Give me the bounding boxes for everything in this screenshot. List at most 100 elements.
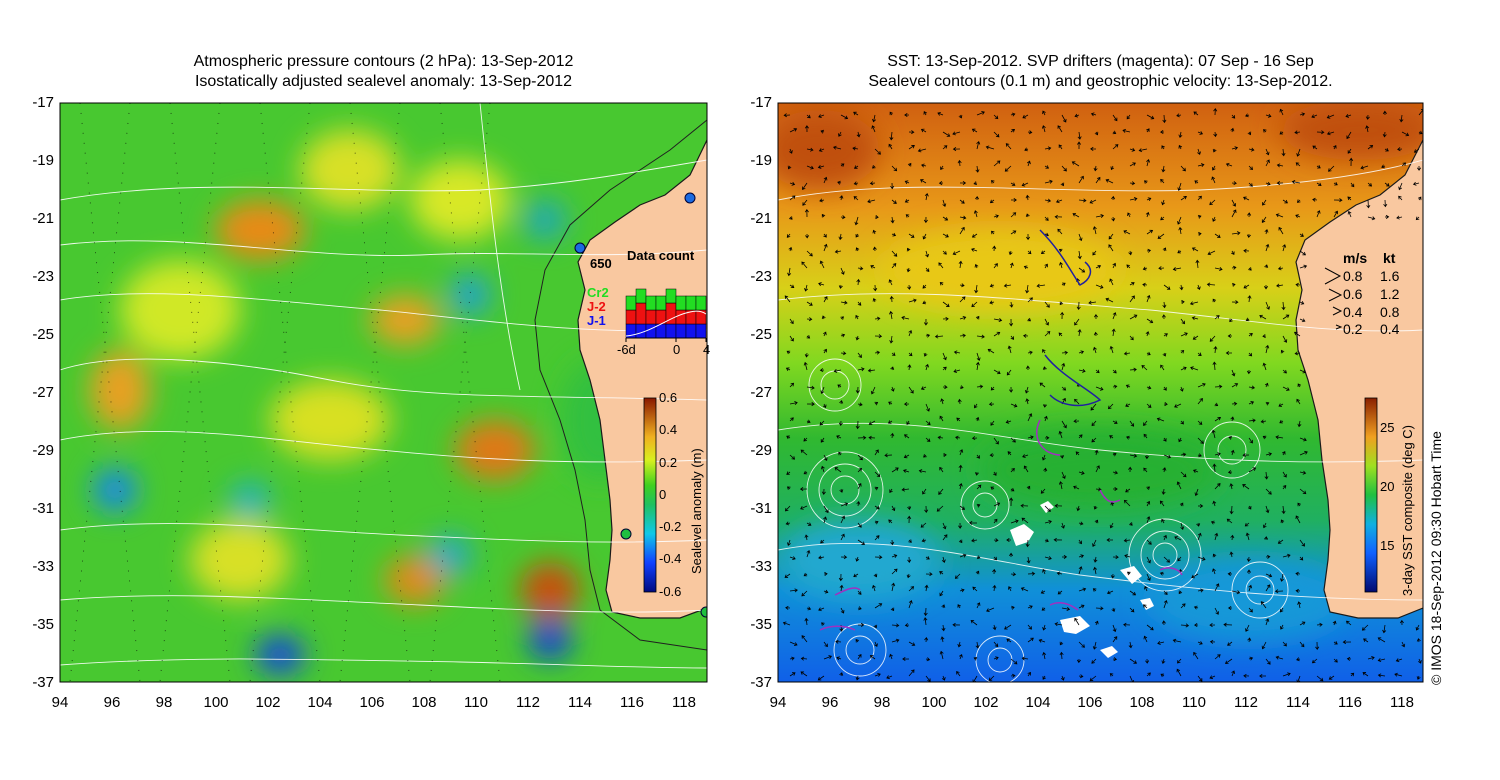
tide-gauge-marker[interactable] bbox=[574, 242, 586, 254]
velocity-arrow bbox=[1295, 588, 1301, 593]
velocity-arrow bbox=[1265, 618, 1270, 626]
tide-gauge-marker[interactable] bbox=[700, 606, 711, 618]
data-count-bar-red bbox=[635, 302, 647, 325]
velocity-arrow bbox=[903, 434, 910, 439]
velocity-arrow bbox=[889, 335, 894, 344]
velocity-arrow bbox=[835, 639, 842, 644]
velocity-arrow bbox=[1179, 502, 1184, 507]
velocity-arrow bbox=[1010, 605, 1015, 610]
velocity-arrow bbox=[823, 589, 829, 594]
velocity-arrow bbox=[1197, 437, 1204, 444]
velocity-arrow bbox=[857, 402, 863, 407]
velocity-arrow bbox=[925, 250, 930, 258]
velocity-arrow bbox=[1277, 539, 1284, 544]
velocity-arrow bbox=[957, 398, 962, 405]
velocity-arrow bbox=[1109, 345, 1114, 354]
velocity-arrow bbox=[1010, 112, 1016, 117]
velocity-arrow bbox=[1077, 329, 1082, 337]
left-title-line2: Isostatically adjusted sealevel anomaly:… bbox=[194, 73, 573, 90]
velocity-arrow bbox=[925, 572, 933, 577]
velocity-arrow bbox=[836, 435, 842, 439]
sst-map[interactable] bbox=[760, 100, 1440, 684]
velocity-arrow bbox=[1159, 571, 1165, 576]
velocity-arrow bbox=[1177, 182, 1182, 192]
velocity-arrow bbox=[1095, 465, 1100, 473]
velocity-arrow bbox=[784, 295, 791, 303]
lon-tick-label: 106 bbox=[1077, 694, 1103, 711]
velocity-arrow bbox=[993, 437, 999, 445]
velocity-arrow bbox=[806, 114, 811, 119]
velocity-arrow bbox=[823, 571, 828, 576]
velocity-arrow bbox=[873, 284, 878, 292]
velocity-arrow bbox=[1196, 284, 1201, 291]
velocity-arrow bbox=[840, 533, 845, 541]
velocity-arrow bbox=[874, 486, 879, 491]
sla-map[interactable] bbox=[60, 103, 711, 682]
velocity-arrow bbox=[1094, 519, 1099, 524]
velocity-arrow bbox=[1384, 214, 1390, 219]
velocity-arrow bbox=[1027, 297, 1033, 303]
velocity-arrow bbox=[1299, 369, 1307, 374]
velocity-arrow bbox=[942, 385, 948, 390]
velocity-arrow bbox=[959, 505, 966, 510]
velocity-arrow bbox=[1227, 571, 1233, 576]
velocity-arrow bbox=[1090, 146, 1097, 151]
velocity-arrow bbox=[1044, 216, 1049, 221]
velocity-arrow bbox=[920, 386, 927, 390]
lat-tick-label: -17 bbox=[750, 94, 772, 111]
velocity-arrow bbox=[1078, 604, 1085, 609]
velocity-arrow bbox=[1178, 437, 1182, 443]
velocity-arrow bbox=[1261, 641, 1267, 650]
coastline bbox=[1295, 139, 1423, 619]
velocity-arrow bbox=[1177, 216, 1182, 225]
velocity-arrow bbox=[1260, 419, 1267, 424]
velocity-arrow bbox=[801, 635, 808, 643]
velocity-arrow bbox=[1294, 331, 1301, 337]
velocity-arrow bbox=[838, 131, 842, 137]
velocity-arrow bbox=[1025, 365, 1030, 371]
velocity-arrow bbox=[925, 657, 931, 662]
velocity-arrow bbox=[1042, 651, 1047, 660]
velocity-arrow bbox=[868, 420, 876, 425]
velocity-arrow bbox=[806, 419, 811, 424]
velocity-arrow bbox=[1282, 335, 1288, 343]
velocity-arrow bbox=[1141, 365, 1148, 371]
velocity-arrow bbox=[957, 604, 961, 609]
velocity-arrow bbox=[1126, 264, 1131, 269]
velocity-arrow bbox=[1178, 144, 1183, 150]
velocity-arrow bbox=[1180, 165, 1186, 172]
velocity-arrow bbox=[1044, 435, 1050, 440]
velocity-arrow bbox=[1197, 420, 1203, 425]
velocity-arrow bbox=[1282, 369, 1287, 374]
velocity-arrow bbox=[1416, 675, 1421, 680]
velocity-arrow bbox=[888, 279, 893, 286]
velocity-arrow bbox=[939, 590, 944, 597]
velocity-arrow bbox=[1024, 386, 1029, 394]
velocity-arrow bbox=[974, 263, 979, 269]
velocity-arrow bbox=[1111, 216, 1116, 222]
velocity-arrow bbox=[1093, 556, 1098, 563]
velocity-arrow bbox=[1009, 262, 1014, 269]
velocity-arrow bbox=[1111, 195, 1116, 201]
tide-gauge-marker[interactable] bbox=[684, 192, 696, 204]
velocity-arrow bbox=[1417, 196, 1422, 201]
lat-tick-label: -19 bbox=[32, 152, 54, 169]
velocity-arrow bbox=[1209, 199, 1216, 206]
velocity-arrow bbox=[1262, 435, 1267, 440]
velocity-arrow bbox=[1177, 658, 1182, 664]
velocity-arrow bbox=[993, 556, 998, 561]
velocity-arrow bbox=[1189, 301, 1199, 306]
velocity-arrow bbox=[1197, 532, 1202, 541]
velocity-arrow bbox=[993, 131, 1000, 138]
velocity-arrow bbox=[820, 465, 825, 473]
velocity-arrow bbox=[1332, 620, 1337, 626]
velocity-arrow bbox=[1333, 210, 1339, 218]
velocity-arrow bbox=[1146, 294, 1151, 303]
velocity-arrow bbox=[857, 352, 862, 358]
velocity-arrow bbox=[952, 147, 961, 152]
velocity-arrow bbox=[958, 114, 963, 119]
tide-gauge-marker[interactable] bbox=[620, 528, 632, 540]
lat-tick-label: -17 bbox=[32, 94, 54, 111]
velocity-arrow bbox=[908, 352, 913, 357]
velocity-arrow bbox=[1346, 656, 1352, 661]
